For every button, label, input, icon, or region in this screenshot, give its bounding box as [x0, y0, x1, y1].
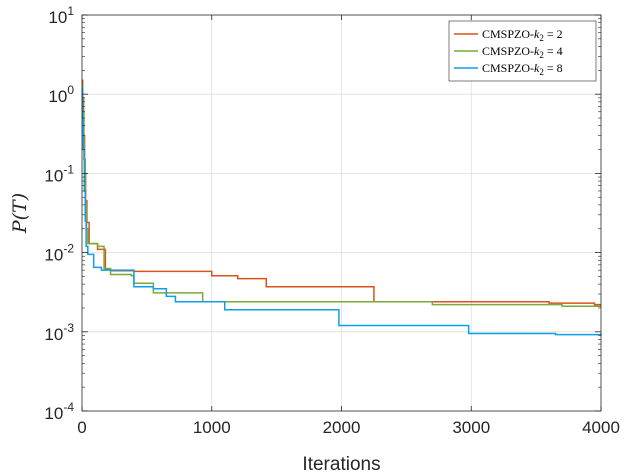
x-axis-label: Iterations [302, 454, 380, 475]
y-tick-label: 10-2 [44, 242, 74, 265]
y-tick-labels: 10-4 10-3 10-2 10-1 100 101 [44, 4, 74, 423]
y-tick-label: 10-4 [44, 400, 74, 423]
y-tick-label: 101 [48, 4, 74, 27]
legend-label-3: CMSPZO-k2 = 8 [482, 61, 563, 77]
y-tick-label: 10-1 [44, 162, 74, 185]
x-tick-label: 0 [77, 418, 86, 437]
x-tick-labels: 0 1000 2000 3000 4000 [77, 418, 620, 437]
y-tick-label: 100 [48, 83, 74, 106]
legend-label-1: CMSPZO-k2 = 2 [482, 27, 563, 43]
y-axis-label: P(T) [9, 193, 31, 234]
x-tick-label: 1000 [193, 418, 231, 437]
legend-label-2: CMSPZO-k2 = 4 [482, 44, 563, 60]
y-tick-label: 10-3 [44, 321, 74, 344]
x-tick-label: 3000 [452, 418, 490, 437]
axis-ticks [81, 14, 602, 412]
x-tick-label: 2000 [323, 418, 361, 437]
x-tick-label: 4000 [582, 418, 620, 437]
